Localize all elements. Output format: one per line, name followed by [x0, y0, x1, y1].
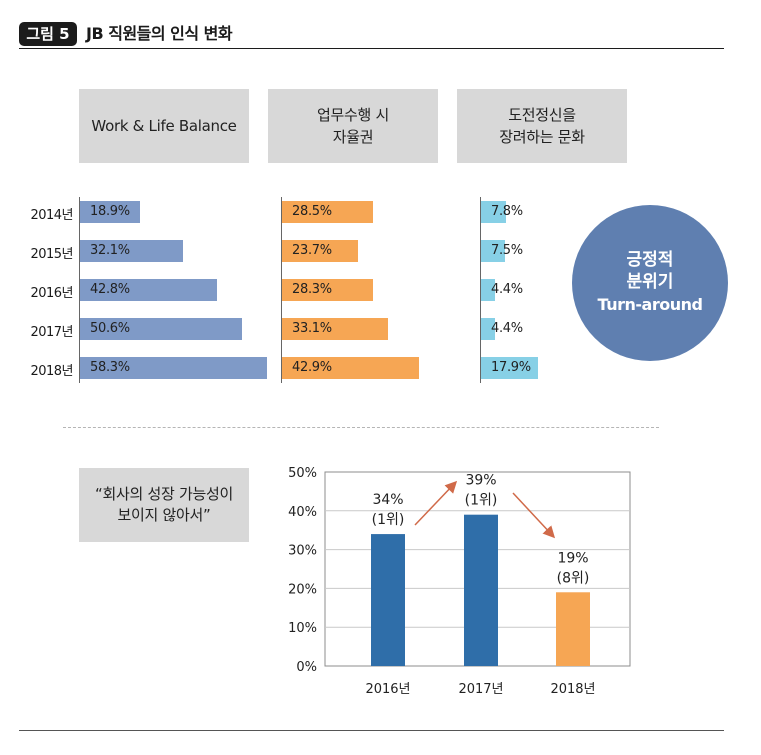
y-tick-label-1: 10% [288, 621, 317, 636]
bar-s1-4: 42.9% [282, 357, 419, 379]
y-tick-label-5: 50% [288, 466, 317, 481]
series-axis-2 [480, 197, 481, 383]
circle-line2: 분위기 [626, 272, 674, 292]
bar-s2-1: 7.5% [481, 240, 523, 262]
circle-line1: 긍정적 [626, 250, 674, 270]
footer-divider [19, 730, 724, 731]
bar-s2-3: 4.4% [481, 318, 523, 340]
quote-box: “회사의 성장 가능성이 보이지 않아서” [79, 468, 249, 542]
bar-0 [371, 534, 405, 666]
bar-s0-3: 50.6% [80, 318, 242, 340]
y-tick-label-4: 40% [288, 505, 317, 520]
year-label-1: 2015년 [30, 247, 73, 262]
bar-s2-2: 4.4% [481, 279, 523, 301]
bar-s1-0: 28.5% [282, 201, 373, 223]
year-label-2: 2016년 [30, 286, 73, 301]
figure-badge: 그림 5 [19, 22, 77, 46]
bar-s0-0: 18.9% [80, 201, 140, 223]
bar-s1-3: 33.1% [282, 318, 388, 340]
year-label-3: 2017년 [30, 325, 73, 340]
value-label-0: 34% [372, 492, 403, 508]
rank-label-2: (8위) [557, 570, 590, 586]
year-label-4: 2018년 [30, 364, 73, 379]
y-tick-label-2: 20% [288, 582, 317, 597]
y-tick-label-0: 0% [296, 660, 317, 675]
category-box-work-life: Work & Life Balance [79, 89, 249, 163]
header-divider [19, 48, 724, 49]
value-label-2: 19% [557, 550, 588, 566]
bar-s0-4: 58.3% [80, 357, 267, 379]
series-axis-0 [79, 197, 80, 383]
trend-arrow-up [414, 480, 458, 526]
trend-arrow-down [512, 492, 556, 539]
bar-s0-1: 32.1% [80, 240, 183, 262]
x-tick-label-1: 2017년 [458, 682, 503, 697]
x-tick-label-2: 2018년 [550, 682, 595, 697]
bar-1 [464, 514, 498, 666]
rank-label-0: (1위) [372, 512, 405, 528]
circle-line3: Turn-around [597, 295, 703, 314]
growth-concern-bar-chart: 0% 10% 20% 30% 40% 50% 34% (1위) 2016년 39% (1위) 2017… [288, 466, 631, 697]
rank-label-1: (1위) [465, 493, 498, 509]
year-label-0: 2014년 [30, 208, 73, 223]
bar-s2-0: 7.8% [481, 201, 523, 223]
bar-s0-2: 42.8% [80, 279, 217, 301]
bar-s1-1: 23.7% [282, 240, 358, 262]
x-tick-label-0: 2016년 [365, 682, 410, 697]
bar-2 [556, 592, 590, 666]
bar-s2-4: 17.9% [481, 357, 538, 379]
category-box-autonomy: 업무수행 시 자율권 [268, 89, 438, 163]
y-tick-label-3: 30% [288, 544, 317, 559]
section-divider [63, 427, 659, 428]
bar-s1-2: 28.3% [282, 279, 373, 301]
series-axis-1 [281, 197, 282, 383]
turnaround-circle: 긍정적 분위기 Turn-around [572, 205, 728, 361]
value-label-1: 39% [465, 473, 496, 489]
category-box-challenge-culture: 도전정신을 장려하는 문화 [457, 89, 627, 163]
figure-title: JB 직원들의 인식 변화 [86, 24, 233, 43]
